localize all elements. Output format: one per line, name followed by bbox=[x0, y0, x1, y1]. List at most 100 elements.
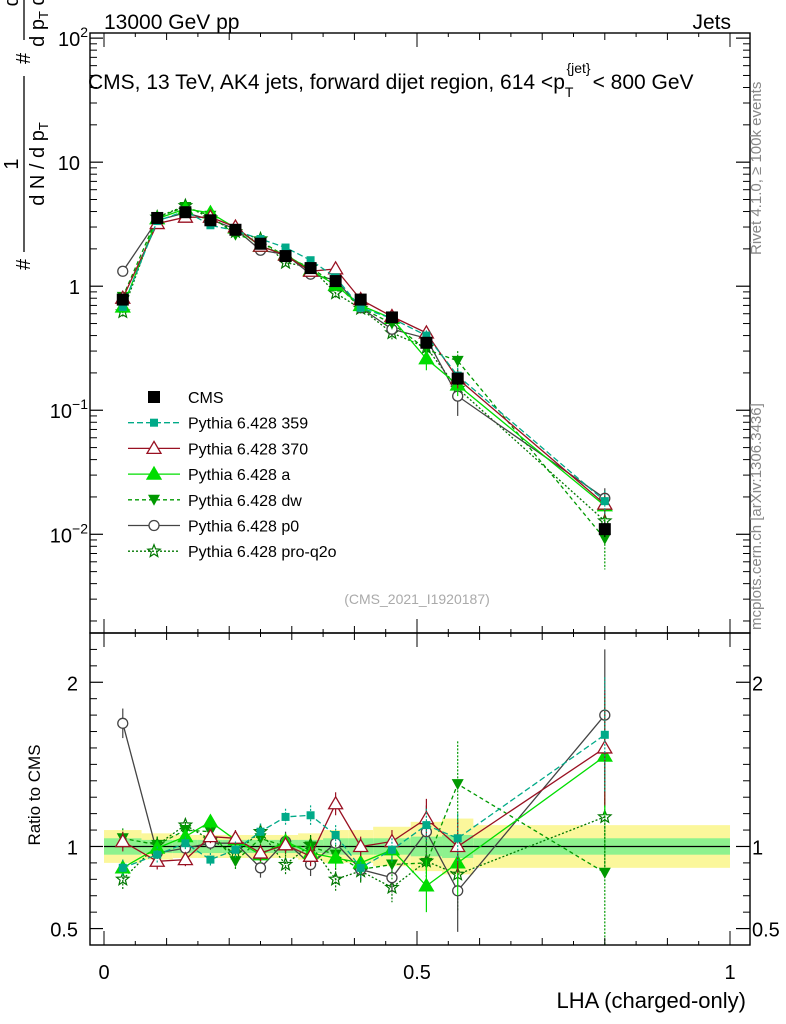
ratio-marker-p370 bbox=[114, 833, 131, 848]
header-left: 13000 GeV pp bbox=[104, 11, 239, 34]
main-y-tick-label: 10−1 bbox=[50, 396, 88, 423]
main-y-tick-label: 10 bbox=[58, 153, 80, 175]
legend-marker-pa bbox=[145, 465, 163, 480]
legend-marker-p359 bbox=[150, 418, 158, 427]
ratio-marker-pq2o bbox=[597, 808, 613, 824]
x-tick-label: 0 bbox=[98, 962, 109, 984]
svg-text:d2N: d2N bbox=[0, 0, 23, 6]
svg-text:#: # bbox=[13, 52, 35, 64]
svg-text:1: 1 bbox=[1, 158, 23, 169]
svg-text:#: # bbox=[13, 258, 35, 270]
legend: CMS Pythia 6.428 359 Pythia 6.428 370 Pythi… bbox=[128, 390, 337, 561]
marker-cms bbox=[304, 262, 317, 275]
ratio-marker-p370 bbox=[327, 795, 344, 810]
ratio-marker-p370 bbox=[202, 828, 219, 843]
ratio-series-p359 bbox=[118, 677, 609, 878]
marker-cms bbox=[329, 275, 342, 288]
ratio-marker-pa bbox=[327, 849, 344, 864]
legend-entry-pp0: Pythia 6.428 p0 bbox=[128, 519, 299, 536]
ratio-line-p359 bbox=[122, 734, 606, 869]
legend-marker-pdw bbox=[148, 494, 160, 506]
marker-cms bbox=[354, 293, 367, 306]
ratio-marker-p359 bbox=[153, 850, 162, 859]
marker-cms bbox=[151, 211, 164, 224]
legend-marker-p370 bbox=[145, 440, 163, 455]
ratio-panel-frame bbox=[89, 632, 751, 946]
marker-pp0 bbox=[117, 265, 129, 277]
marker-pa bbox=[418, 350, 435, 365]
ratio-marker-pq2o bbox=[327, 871, 344, 886]
legend-marker-pp0 bbox=[148, 519, 160, 532]
marker-cms bbox=[451, 372, 464, 385]
legend-marker-pq2o bbox=[146, 543, 162, 558]
ratio-marker-p359 bbox=[118, 863, 127, 872]
ratio-marker-p359 bbox=[231, 845, 240, 854]
rivet-label: Rivet 4.1.0, ≥ 100k events bbox=[748, 82, 765, 255]
marker-cms bbox=[229, 223, 242, 236]
legend-label-pq2o: Pythia 6.428 pro-q2o bbox=[188, 544, 337, 561]
marker-cms bbox=[420, 336, 433, 349]
svg-text:d N / d pT: d N / d pT bbox=[27, 122, 51, 206]
ratio-marker-pdw bbox=[451, 779, 464, 791]
x-tick-label: 1 bbox=[724, 962, 735, 984]
series-cms bbox=[116, 206, 611, 538]
main-y-tick-label: 10−2 bbox=[50, 520, 88, 547]
ratio-marker-pdw bbox=[598, 867, 611, 879]
ratio-marker-p359 bbox=[281, 812, 290, 821]
ratio-marker-p359 bbox=[256, 827, 265, 836]
marker-p359 bbox=[281, 243, 290, 252]
marker-p359 bbox=[422, 331, 431, 340]
main-y-axis-label: # 1 d N / d pT # d2N d pT d\u03bb bbox=[0, 0, 51, 270]
ratio-y-tick-label-right: 1 bbox=[752, 837, 763, 859]
ratio-marker-pq2o bbox=[115, 871, 131, 886]
ratio-marker-pa bbox=[418, 877, 435, 892]
legend-label-pa: Pythia 6.428 a bbox=[188, 467, 290, 484]
ratio-marker-p359 bbox=[206, 855, 215, 864]
marker-p359 bbox=[306, 256, 315, 265]
ratio-marker-p359 bbox=[306, 811, 315, 820]
ratio-marker-pp0 bbox=[254, 862, 267, 874]
marker-cms bbox=[116, 293, 129, 306]
ratio-marker-pa bbox=[202, 813, 219, 828]
ratio-marker-pq2o bbox=[277, 856, 294, 872]
ratio-y-tick-label-right: 2 bbox=[752, 673, 763, 695]
plot-title: CMS, 13 TeV, AK4 jets, forward dijet reg… bbox=[88, 60, 694, 100]
marker-p359 bbox=[118, 302, 127, 311]
ratio-marker-p359 bbox=[422, 821, 431, 830]
ratio-marker-p370 bbox=[302, 848, 319, 862]
marker-cms bbox=[204, 214, 217, 227]
ratio-marker-p359 bbox=[387, 845, 396, 854]
ratio-marker-pp0 bbox=[117, 717, 129, 729]
mcplots-label: mcplots.cern.ch [arXiv:1306.3436] bbox=[748, 403, 765, 630]
ratio-series-p370 bbox=[114, 690, 613, 873]
marker-pdw bbox=[598, 533, 611, 545]
ratio-marker-p370 bbox=[149, 852, 166, 867]
ratio-marker-p370 bbox=[352, 838, 369, 853]
ratio-line-pdw bbox=[122, 783, 606, 874]
ratio-marker-p370 bbox=[277, 836, 294, 851]
analysis-watermark: (CMS_2021_I1920187) bbox=[344, 591, 490, 607]
ratio-marker-pdw bbox=[229, 856, 242, 868]
main-y-tick-label: 102 bbox=[58, 24, 88, 51]
ratio-marker-p370 bbox=[252, 844, 269, 859]
legend-entry-p370: Pythia 6.428 370 bbox=[128, 440, 308, 458]
ratio-y-tick-label: 0.5 bbox=[50, 920, 78, 942]
ratio-marker-p359 bbox=[331, 830, 340, 839]
legend-label-pp0: Pythia 6.428 p0 bbox=[188, 519, 299, 536]
legend-entry-pa: Pythia 6.428 a bbox=[128, 465, 290, 484]
legend-label-p370: Pythia 6.428 370 bbox=[188, 441, 308, 458]
marker-p359 bbox=[356, 303, 365, 312]
legend-label-pdw: Pythia 6.428 dw bbox=[188, 493, 302, 510]
legend-marker-cms bbox=[148, 391, 160, 403]
x-tick-label: 0.5 bbox=[403, 962, 431, 984]
ratio-marker-p370 bbox=[596, 739, 613, 754]
ratio-marker-p359 bbox=[181, 839, 190, 848]
marker-pq2o bbox=[327, 284, 344, 300]
legend-entry-pq2o: Pythia 6.428 pro-q2o bbox=[128, 543, 337, 561]
svg-text:d pT d\u03bb: d pT d\u03bb bbox=[27, 0, 51, 47]
ratio-y-tick-label: 1 bbox=[67, 837, 78, 859]
marker-p359 bbox=[600, 497, 609, 506]
ratio-marker-p359 bbox=[356, 863, 365, 872]
legend-entry-pdw: Pythia 6.428 dw bbox=[128, 493, 302, 510]
